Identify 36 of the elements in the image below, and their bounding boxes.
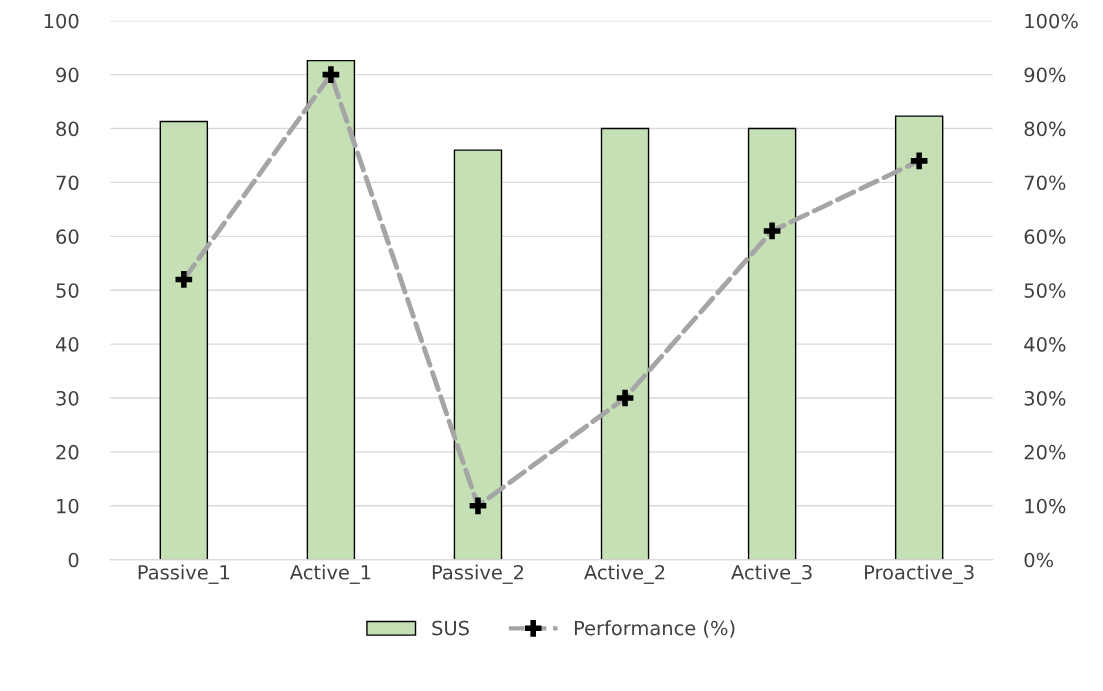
y-tick-label: 100 [44, 13, 79, 29]
y-tick-label: 70 [56, 175, 79, 191]
x-tick-label: Active_2 [584, 564, 665, 584]
x-tick-label: Passive_2 [432, 564, 524, 584]
y-tick-label: 40 [55, 337, 79, 352]
y-tick-label: 80 [56, 121, 79, 137]
y2-tick-label: 70% [1024, 175, 1066, 191]
x-tick-label: Active_3 [731, 564, 812, 584]
y2-tick-label: 40% [1024, 337, 1066, 352]
y2-tick-label: 30% [1024, 390, 1066, 406]
y-tick-label: 30 [56, 390, 79, 406]
y2-tick-label: 100% [1025, 13, 1078, 29]
y2-tick-label: 90% [1024, 67, 1066, 83]
x-tick-label: Proactive_3 [865, 564, 974, 584]
y2-tick-label: 60% [1024, 229, 1066, 244]
y2-tick-label: 20% [1024, 444, 1066, 460]
y2-tick-label: 10% [1025, 498, 1066, 514]
y2-tick-label: 0% [1024, 552, 1054, 568]
legend-label: Performance (%) [574, 620, 735, 638]
bar [453, 149, 503, 560]
y-tick-label: 90 [56, 67, 79, 83]
bar [747, 127, 797, 560]
y-tick-label: 60 [56, 229, 79, 244]
y-tick-label: 50 [56, 283, 79, 298]
legend-label: SUS [432, 620, 469, 636]
y-tick-label: 10 [57, 498, 79, 514]
y2-tick-label: 50% [1024, 283, 1066, 298]
x-tick-label: Passive_1 [138, 564, 230, 584]
bar [306, 59, 356, 560]
x-tick-label: Active_1 [289, 564, 371, 584]
y-tick-label: 20 [56, 444, 79, 460]
bar [600, 127, 650, 560]
bar [159, 120, 209, 560]
y2-tick-label: 80% [1024, 121, 1066, 137]
y-tick-label: 0 [68, 552, 79, 568]
bar [894, 115, 944, 560]
